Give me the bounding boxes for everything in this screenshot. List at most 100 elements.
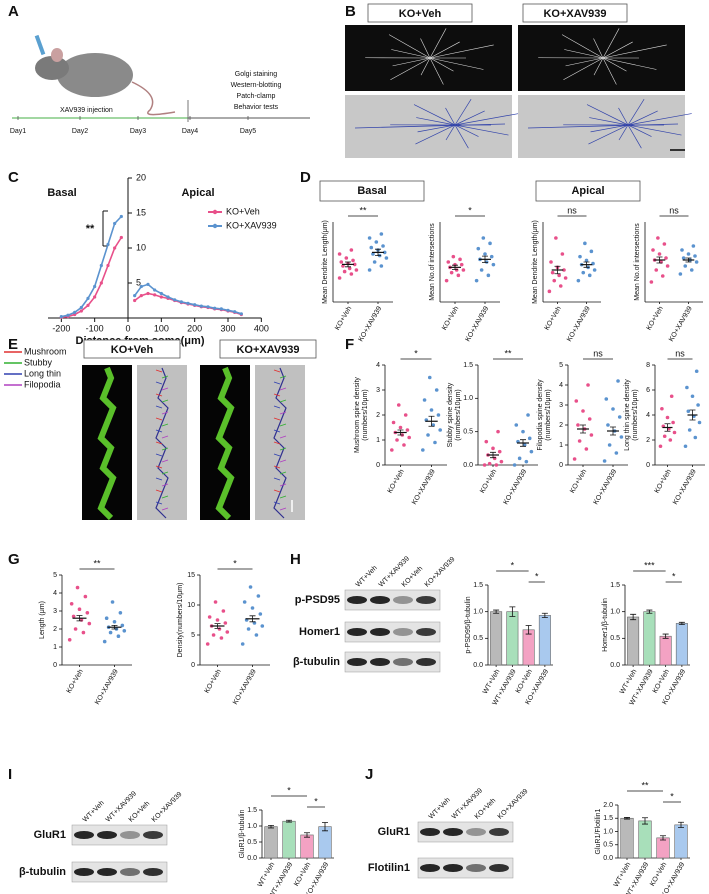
error-bar	[493, 609, 500, 614]
bar	[538, 615, 551, 666]
blot-band	[416, 596, 436, 604]
error-bar	[678, 621, 685, 625]
y-tick-label: 5	[136, 277, 141, 287]
data-point	[351, 258, 355, 263]
mouse-head	[35, 56, 69, 80]
error-bar	[664, 423, 671, 432]
method-label: Behavior tests	[234, 104, 279, 111]
spine-mark	[279, 411, 287, 415]
spine-mark	[279, 387, 287, 391]
trace-branch	[416, 117, 456, 126]
y-axis-label: p-PSD95/β-tubulin	[465, 596, 472, 653]
data-point	[474, 278, 479, 283]
blot-band	[120, 831, 140, 839]
significance: *	[287, 785, 291, 795]
heading: Basal	[357, 185, 386, 197]
data-point	[672, 430, 677, 435]
spine-mark	[161, 375, 169, 379]
y-axis-label: Mean Dendrite Length(μm)	[322, 220, 329, 304]
blot-band	[347, 628, 367, 636]
data-point	[381, 244, 385, 248]
error-bar	[580, 424, 586, 434]
legend-marker	[212, 223, 218, 229]
data-point	[112, 620, 117, 624]
y-tick-label: 6	[646, 387, 650, 394]
error-bar	[482, 255, 488, 263]
trace-branch	[454, 124, 469, 149]
data-point	[602, 459, 607, 463]
panel-label: H	[290, 551, 301, 568]
x-tick-label: 400	[254, 323, 269, 333]
y-tick-label: 15	[136, 207, 146, 217]
data-point	[371, 252, 375, 256]
blot-row-label: GluR1	[34, 829, 66, 841]
y-axis-label: GluR1/Flotilin1	[595, 808, 602, 854]
data-point	[374, 240, 379, 244]
group-label: KO+Veh	[111, 344, 154, 356]
bar	[659, 635, 672, 666]
spine-mark	[161, 495, 169, 499]
data-point	[395, 438, 399, 442]
data-point	[662, 242, 667, 246]
data-point	[248, 585, 253, 589]
y-tick-label: 10	[187, 602, 195, 609]
data-point	[649, 280, 654, 284]
data-point	[427, 375, 432, 380]
group-label: KO+XAV939	[543, 8, 606, 20]
error-bar	[452, 264, 458, 270]
data-point	[592, 268, 597, 272]
data-point	[589, 433, 594, 437]
y-tick-label: 2	[559, 422, 563, 429]
blot-band	[120, 868, 140, 876]
error-bar	[660, 835, 666, 841]
panel-label: D	[300, 169, 311, 186]
significance: **	[504, 348, 512, 358]
blot-band	[466, 828, 486, 836]
data-point	[446, 260, 451, 264]
data-point	[379, 232, 384, 236]
y-tick-label: 1.5	[473, 582, 483, 589]
data-point	[584, 447, 589, 451]
data-point	[341, 264, 345, 268]
data-point	[696, 403, 700, 407]
data-point	[577, 439, 582, 443]
mouse-tail	[131, 81, 176, 116]
y-tick-label: 2.0	[603, 802, 613, 809]
series-line	[61, 215, 242, 318]
y-tick-label: 0.5	[610, 635, 620, 642]
spine-mark	[279, 375, 287, 379]
error-bar	[583, 261, 590, 268]
data-point	[526, 413, 530, 417]
bar	[656, 837, 670, 859]
error-bar	[375, 248, 381, 256]
y-tick-label: 5	[53, 572, 57, 579]
neuron-process	[593, 57, 604, 76]
blot-strip	[344, 589, 441, 611]
legend-label: Long thin	[24, 368, 61, 378]
data-point	[339, 260, 344, 264]
spine-mark	[273, 405, 281, 409]
y-axis-label: GluR1/β-tubulin	[239, 810, 246, 859]
data-point	[221, 609, 226, 613]
significance: *	[414, 348, 418, 358]
data-point	[656, 236, 660, 240]
data-point	[693, 254, 697, 258]
y-tick-label: 4	[559, 382, 563, 389]
data-point	[384, 256, 389, 260]
trace-branch	[618, 107, 629, 126]
spine-mark	[155, 489, 163, 493]
data-point	[367, 268, 372, 272]
y-tick-label: 0.5	[247, 839, 257, 846]
data-point	[225, 630, 230, 634]
data-point	[687, 428, 692, 432]
data-point	[558, 284, 563, 288]
spine-mark	[273, 441, 281, 445]
y-tick-label: 20	[136, 172, 146, 182]
significance: **	[359, 205, 367, 215]
data-point	[458, 257, 462, 262]
y-tick-label: 5	[191, 632, 195, 639]
day-label: Day5	[240, 128, 256, 135]
error-bar	[685, 257, 692, 263]
x-tick-label: 300	[220, 323, 235, 333]
y-tick-label: 1.0	[610, 609, 620, 616]
